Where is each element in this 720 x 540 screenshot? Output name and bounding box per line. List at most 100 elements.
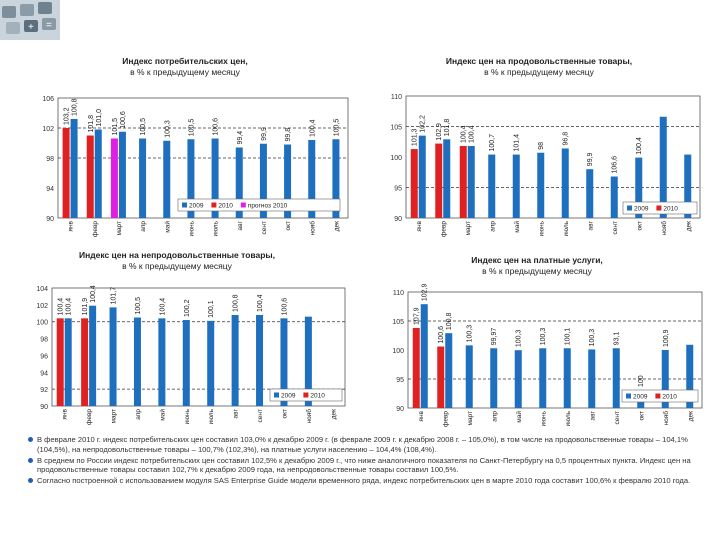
bar-2009 [539, 348, 547, 408]
bar-value-label: 99,9 [261, 127, 268, 141]
y-tick-label: 110 [391, 94, 402, 101]
bar-2009 [612, 348, 620, 408]
bar-2009 [514, 350, 522, 408]
bar-value-label: 100,2 [184, 299, 191, 317]
bar-value-label: 107,9 [414, 307, 421, 325]
x-tick-label: авг [237, 220, 244, 230]
bar-value-label: 100,3 [164, 120, 171, 138]
chart-title: Индекс цен на продовольственные товары, … [414, 56, 664, 78]
bar-2009 [163, 140, 171, 218]
calculator-decoration: + = [0, 0, 60, 40]
y-tick-label: 100 [392, 348, 404, 355]
bar-value-label: 100,3 [540, 328, 547, 346]
bar-2009 [256, 314, 264, 406]
bar-value-label: 100,3 [589, 329, 596, 347]
bar-value-label: 100,4 [309, 119, 316, 137]
x-tick-label: май [513, 221, 521, 233]
x-tick-label: март [467, 411, 474, 426]
y-tick-label: 96 [40, 353, 48, 360]
bar-value-label: 100,4 [257, 294, 264, 312]
x-tick-label: авг [233, 408, 240, 418]
bar-value-label: 99,4 [237, 131, 244, 145]
bar-2010 [56, 318, 64, 406]
bar-2009 [280, 318, 288, 406]
bar-2009 [588, 349, 596, 408]
bar-2009 [561, 148, 569, 218]
bar-value-label: 100,6 [213, 118, 220, 136]
plot-frame [51, 287, 346, 407]
bar-value-label: 100,4 [159, 298, 166, 316]
y-tick-label: 98 [46, 156, 54, 163]
x-tick-label: окт [636, 221, 643, 231]
x-tick-label: март [116, 221, 123, 236]
bar-2010 [437, 346, 445, 408]
x-tick-label: сент [614, 411, 621, 424]
legend-swatch [303, 392, 309, 398]
y-tick-label: 104 [36, 286, 48, 293]
y-tick-label: 92 [40, 387, 48, 394]
bar-2009 [187, 139, 195, 218]
bar-2009 [118, 131, 126, 218]
chart-subtitle: в % к предыдущему месяцу [130, 67, 240, 77]
chart-title: Индекс потребительских цен, в % к предыд… [90, 56, 280, 78]
bar-2010 [62, 128, 70, 218]
bar-2009 [420, 304, 428, 408]
bar-value-label: 102,9 [436, 123, 443, 141]
legend-label: 2009 [633, 394, 648, 401]
bar-2009 [684, 154, 692, 218]
bar-2009 [235, 147, 243, 218]
x-tick-label: сент [261, 221, 268, 234]
bar-value-label: 99,97 [491, 328, 498, 346]
bar-2010 [81, 318, 89, 406]
bar-2009 [443, 139, 451, 218]
bar-прогноз-2010 [110, 138, 118, 218]
bar-2010 [459, 146, 467, 218]
notes-list: В феврале 2010 г. индекс потребительских… [28, 435, 716, 487]
bar-value-label: 100,5 [333, 119, 340, 137]
x-tick-label: янв [68, 220, 75, 231]
bar-value-label: 100,4 [58, 298, 65, 316]
x-tick-label: окт [638, 411, 645, 421]
x-tick-label: февр [440, 221, 447, 237]
bar-value-label: 100,8 [446, 313, 453, 331]
legend-label: 2009 [634, 206, 649, 213]
bar-2009 [661, 350, 669, 408]
bar-value-label: 100,3 [516, 330, 523, 348]
x-tick-label: янв [62, 408, 69, 419]
chart-cpi: Индекс потребительских цен, в % к предыд… [0, 0, 360, 245]
bar-2010 [412, 327, 420, 408]
legend-swatch [182, 202, 187, 208]
legend-swatch [626, 393, 631, 399]
x-tick-label: сент [257, 409, 264, 422]
y-tick-label: 105 [390, 125, 402, 132]
bar-2009 [537, 152, 545, 218]
bar-value-label: 100,6 [281, 298, 288, 316]
legend-swatch [655, 393, 661, 399]
bar-2009 [418, 135, 426, 218]
x-tick-label: дек [687, 411, 694, 421]
x-tick-label: февр [86, 409, 93, 425]
bar-value-label: 103,2 [64, 107, 71, 125]
bar-value-label: 100,5 [188, 119, 195, 137]
plot-frame [405, 95, 701, 219]
x-tick-label: окт [285, 221, 292, 231]
legend-label: 2010 [218, 203, 233, 210]
x-tick-label: июнь [538, 220, 545, 236]
bar-2009 [139, 138, 147, 218]
y-tick-label: 105 [392, 319, 404, 326]
y-tick-label: 95 [396, 377, 404, 384]
y-tick-label: 102 [42, 126, 54, 133]
y-tick-label: 90 [394, 216, 402, 223]
chart-title-main: Индекс потребительских цен, [122, 56, 248, 66]
bar-2009 [586, 169, 594, 218]
x-tick-label: июнь [184, 408, 191, 424]
bar-2009 [207, 320, 215, 406]
x-tick-label: апр [489, 221, 496, 232]
x-tick-label: авг [589, 410, 596, 420]
x-tick-label: нояб [308, 221, 316, 236]
bullet-icon [28, 437, 33, 442]
